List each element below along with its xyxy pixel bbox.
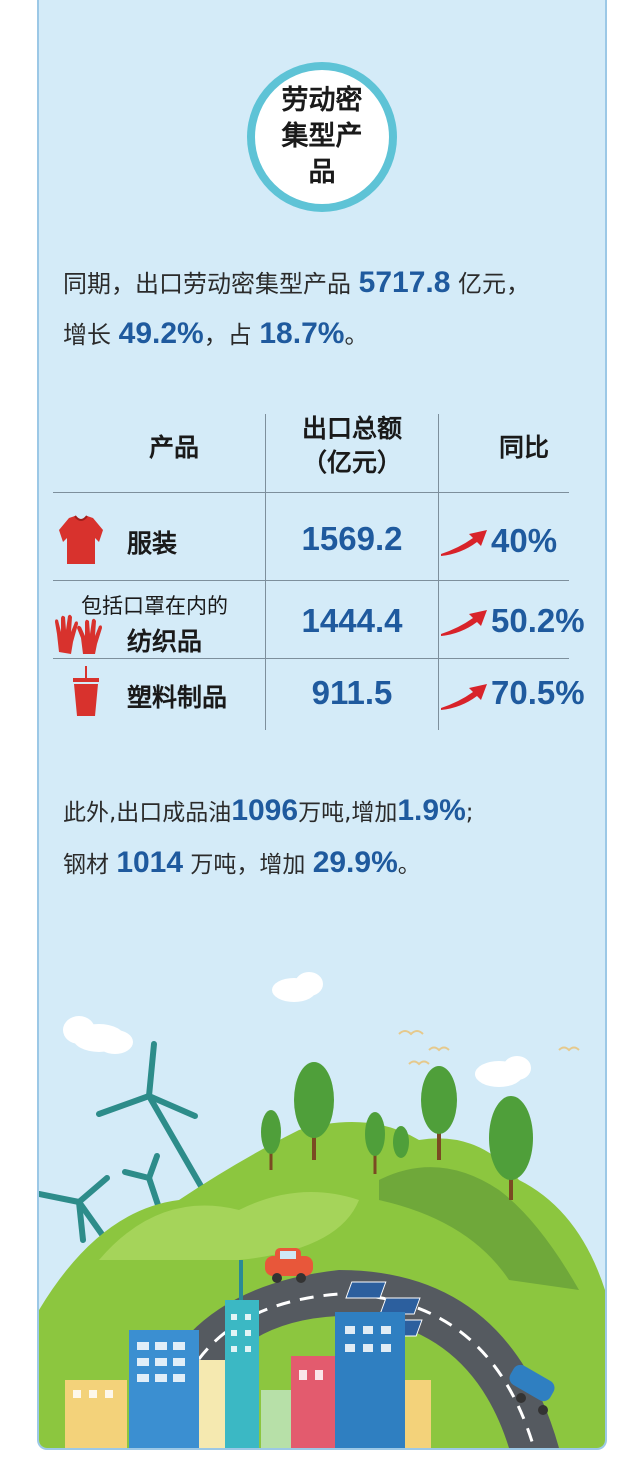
outro-steel-value: 1014 [116,846,184,879]
intro-share-value: 18.7% [259,317,345,350]
outro-oil-value: 1096 [231,794,299,827]
cloud-icon [63,972,531,1087]
outro-steel-growth: 29.9% [312,846,398,879]
row-amount: 1444.4 [301,602,403,639]
tree-icon [261,1062,533,1200]
row-divider [53,492,569,493]
row-name: 纺织品 [127,627,203,656]
wind-turbine-icon [39,1041,212,1267]
row-yoy: 70.5% [491,674,585,711]
car-icon [265,1248,313,1283]
up-arrow-icon [441,530,487,556]
intro-growth-value: 49.2% [118,317,204,350]
car-icon [509,1364,555,1415]
cup-icon [73,666,99,716]
outro-oil-growth: 1.9% [397,794,466,827]
eco-city-illustration [39,972,605,1448]
up-arrow-icon [441,610,487,636]
row-name: 塑料制品 [127,683,228,712]
outro-paragraph: 此外,出口成品油1096万吨,增加1.9%; 钢材 1014 万吨，增加 29.… [63,794,474,879]
row-divider [53,580,569,581]
row-amount: 911.5 [311,674,393,711]
header-product: 产品 [148,433,199,462]
row-name: 服装 [127,529,178,558]
section-badge: 劳动密集型产品 [247,62,397,212]
section-title: 劳动密集型产品 [281,85,363,188]
intro-paragraph: 同期，出口劳动密集型产品 5717.8 亿元， 增长 49.2%，占 18.7%… [63,266,531,350]
up-arrow-icon [441,684,487,710]
row-amount: 1569.2 [301,520,403,557]
row-yoy: 50.2% [491,602,585,639]
intro-export-value: 5717.8 [358,266,451,299]
column-divider [265,414,266,730]
row-note: 包括口罩在内的 [81,594,228,618]
row-yoy: 40% [491,522,558,559]
content-panel: 劳动密集型产品 同期，出口劳动密集型产品 5717.8 亿元， 增长 49.2%… [37,0,607,1450]
column-divider [438,414,439,730]
row-divider [53,658,569,659]
header-amount: 出口总额 （亿元） [301,414,402,477]
gloves-icon [55,614,102,654]
header-yoy: 同比 [498,433,549,462]
shirt-icon [59,515,103,564]
